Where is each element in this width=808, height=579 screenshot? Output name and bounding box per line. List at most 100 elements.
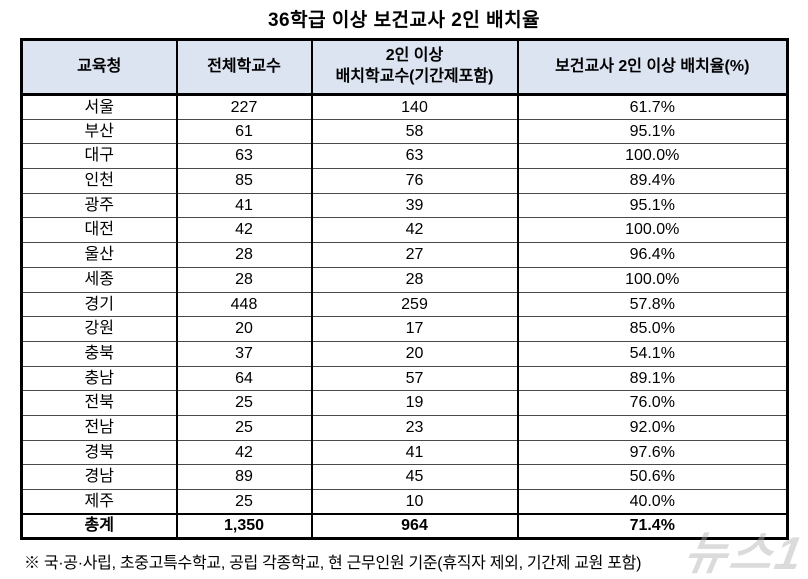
cell-region: 세종 [21, 266, 177, 292]
cell-rate: 95.1% [516, 118, 788, 144]
cell-placed-schools: 39 [310, 192, 518, 218]
cell-rate: 100.0% [516, 143, 788, 169]
cell-total-schools: 61 [175, 118, 312, 144]
cell-placed-schools: 19 [310, 390, 518, 416]
cell-total-schools: 25 [175, 489, 312, 515]
cell-placed-schools-total: 964 [310, 513, 518, 539]
cell-placed-schools: 23 [310, 414, 518, 441]
cell-rate: 95.1% [516, 192, 788, 218]
cell-rate: 85.0% [516, 316, 788, 342]
cell-total-schools: 25 [175, 414, 312, 441]
cell-rate: 100.0% [516, 217, 788, 243]
table-row-jeonnam: 전남 25 23 92.0% [21, 414, 788, 441]
cell-total-schools: 448 [175, 291, 312, 317]
cell-placed-schools: 58 [310, 118, 518, 144]
col-header-label: 전체학교수 [207, 57, 281, 75]
cell-total-schools: 28 [175, 242, 312, 268]
cell-total-schools: 42 [175, 217, 312, 243]
cell-placed-schools: 259 [310, 291, 518, 317]
col-header-label-line2: 배치학교수(기간제포함) [335, 68, 494, 85]
table-header: 교육청 전체학교수 2인 이상 배치학교수(기간제포함) 보건교사 2인 이상 … [21, 39, 788, 96]
table-row-gyeongbuk: 경북 42 41 97.6% [21, 439, 788, 465]
cell-total-schools: 85 [175, 168, 312, 194]
cell-region: 충남 [21, 365, 177, 391]
cell-placed-schools: 41 [310, 439, 518, 465]
cell-rate: 96.4% [516, 242, 788, 268]
table-row-gwangju: 광주 41 39 95.1% [21, 192, 788, 218]
cell-total-schools: 28 [175, 266, 312, 292]
cell-region: 전북 [21, 390, 177, 416]
cell-placed-schools: 28 [310, 266, 518, 292]
cell-rate: 50.6% [516, 464, 788, 490]
col-header-label: 교육청 [77, 57, 122, 75]
table-row-gyeongnam: 경남 89 45 50.6% [21, 464, 788, 490]
footnote: ※ 국·공·사립, 초중고특수학교, 공립 각종학교, 현 근무인원 기준(휴직… [24, 555, 642, 572]
cell-placed-schools: 140 [310, 94, 518, 120]
cell-placed-schools: 42 [310, 217, 518, 243]
cell-rate: 97.6% [516, 439, 788, 465]
cell-region: 서울 [84, 98, 114, 116]
cell-total-schools: 63 [175, 143, 312, 169]
cell-region: 제주 [21, 489, 177, 515]
cell-region: 울산 [21, 242, 177, 268]
cell-region: 인천 [21, 168, 177, 194]
cell-placed-schools: 57 [310, 365, 518, 391]
cell-rate: 61.7% [516, 94, 788, 120]
cell-region: 경북 [21, 439, 177, 465]
table-row-seoul: 서울 227 140 61.7% [22, 94, 788, 120]
table-body: 서울 227 140 61.7% 부산 61 58 95.1% 대구 63 63… [21, 94, 788, 539]
cell-region: 광주 [21, 192, 177, 218]
cell-rate: 57.8% [516, 291, 788, 317]
cell-placed-schools: 76 [310, 168, 518, 194]
header-row: 교육청 전체학교수 2인 이상 배치학교수(기간제포함) 보건교사 2인 이상 … [21, 39, 788, 96]
cell-region-total: 총계 [21, 513, 177, 539]
table-row-gangwon: 강원 20 17 85.0% [21, 316, 788, 342]
cell-total-schools: 25 [175, 390, 312, 416]
cell-placed-schools: 45 [310, 464, 518, 490]
cell-rate-total: 71.4% [516, 513, 788, 539]
cell-rate: 40.0% [516, 489, 788, 515]
table-row-incheon: 인천 85 76 89.4% [21, 168, 788, 194]
cell-total-schools: 89 [175, 464, 312, 490]
cell-region: 대구 [21, 143, 177, 169]
col-header-total-schools: 전체학교수 [175, 39, 312, 96]
col-header-placement-rate: 보건교사 2인 이상 배치율(%) [516, 39, 788, 96]
col-header-label-line1: 2인 이상 [385, 47, 444, 65]
table-row-chungbuk: 충북 37 20 54.1% [21, 340, 788, 367]
cell-rate: 89.1% [516, 365, 788, 391]
cell-total-schools-total: 1,350 [175, 513, 312, 539]
cell-placed-schools: 20 [310, 340, 518, 367]
cell-region: 경남 [21, 464, 177, 490]
col-header-education-office: 교육청 [21, 39, 177, 96]
cell-rate: 100.0% [516, 266, 788, 292]
table-row-chungnam: 충남 64 57 89.1% [21, 365, 788, 391]
cell-rate: 54.1% [516, 340, 788, 367]
table-row-total: 총계 1,350 964 71.4% [21, 513, 788, 539]
cell-region: 경기 [21, 291, 177, 317]
cell-placed-schools: 10 [310, 489, 518, 515]
cell-rate: 92.0% [516, 414, 788, 441]
table-row-busan: 부산 61 58 95.1% [21, 118, 788, 144]
placement-rate-table: 교육청 전체학교수 2인 이상 배치학교수(기간제포함) 보건교사 2인 이상 … [20, 38, 789, 541]
cell-region: 강원 [21, 316, 177, 342]
cell-region: 충북 [21, 340, 177, 367]
cell-total-schools: 41 [175, 192, 312, 218]
cell-total-schools: 64 [175, 365, 312, 391]
table-row-daegu: 대구 63 63 100.0% [21, 143, 788, 169]
cell-placed-schools: 27 [310, 242, 518, 268]
cell-total-schools: 20 [175, 316, 312, 342]
cell-total-schools: 42 [175, 439, 312, 465]
cell-region: 부산 [21, 118, 177, 144]
cell-rate: 76.0% [516, 390, 788, 416]
table-row-sejong: 세종 28 28 100.0% [21, 266, 788, 292]
table-row-jeju: 제주 25 10 40.0% [21, 489, 788, 515]
cell-total-schools: 37 [175, 340, 312, 367]
col-header-placed-schools: 2인 이상 배치학교수(기간제포함) [310, 39, 518, 96]
col-header-label: 보건교사 2인 이상 배치율(%) [555, 57, 750, 75]
cell-region: 대전 [21, 217, 177, 243]
table-row-jeonbuk: 전북 25 19 76.0% [21, 390, 788, 416]
table-row-ulsan: 울산 28 27 96.4% [21, 242, 788, 268]
cell-placed-schools: 17 [310, 316, 518, 342]
table-row-daejeon: 대전 42 42 100.0% [21, 217, 788, 243]
cell-total-schools: 227 [175, 94, 312, 120]
